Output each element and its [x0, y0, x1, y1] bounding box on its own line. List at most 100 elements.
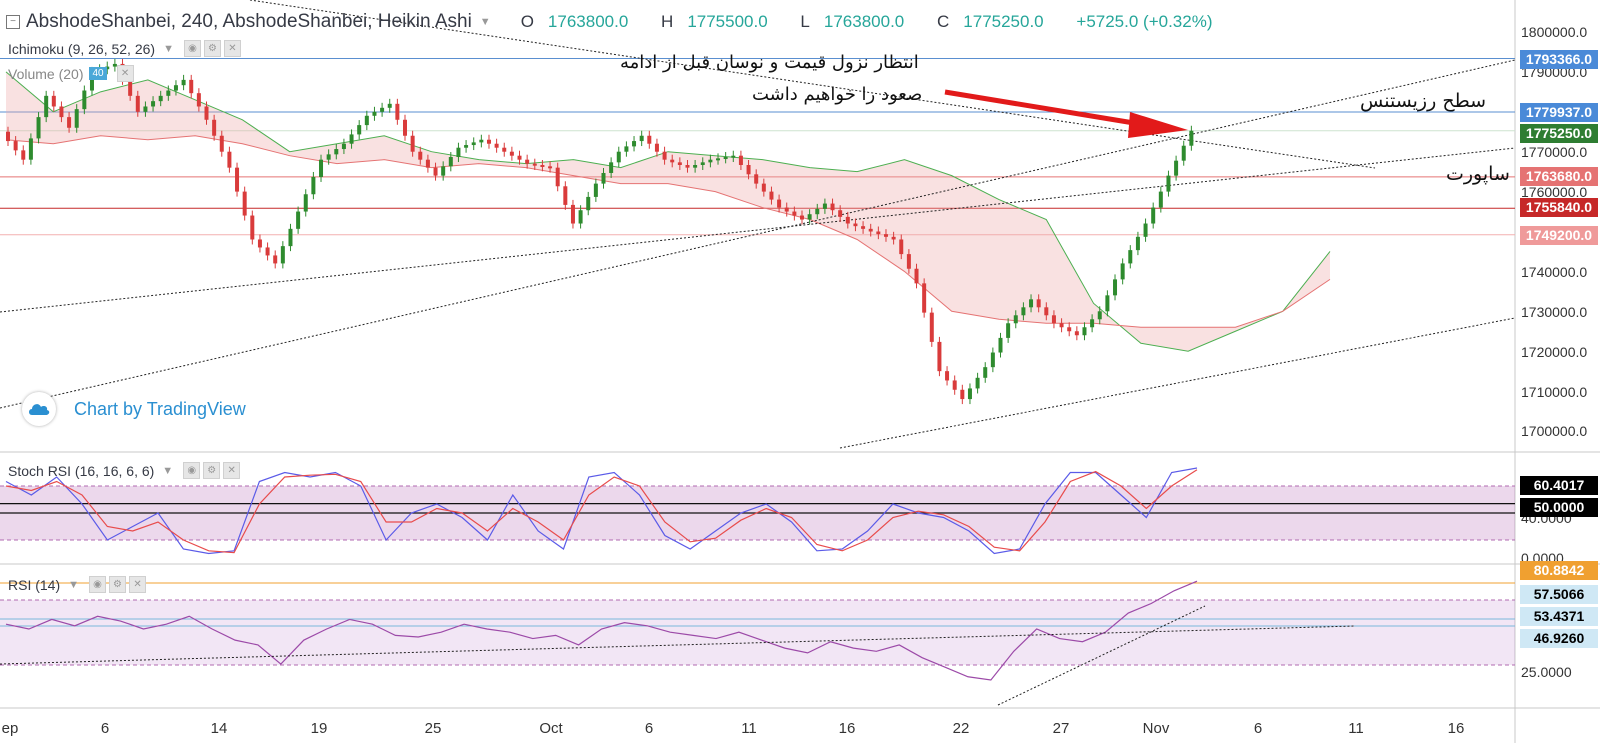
chevron-down-icon[interactable]: ▼: [162, 464, 174, 477]
chart-title[interactable]: AbshodeShanbei, 240, AbshodeShanbei, Hei…: [26, 11, 472, 32]
oscillator-tag: 80.8842: [1520, 561, 1598, 580]
watermark-text: Chart by TradingView: [74, 398, 246, 419]
candle: [204, 106, 209, 120]
candle: [1067, 327, 1072, 332]
y-tick-label: 1770000.0: [1521, 144, 1587, 160]
candle: [1097, 311, 1102, 320]
candle: [998, 337, 1003, 353]
candle: [632, 141, 637, 147]
annotation-support[interactable]: ساپورت: [1446, 163, 1510, 185]
close-icon[interactable]: ✕: [129, 576, 147, 593]
candle: [21, 150, 26, 160]
candle: [1021, 307, 1026, 316]
candle: [906, 254, 911, 269]
oscillator-tag: 60.4017: [1520, 476, 1598, 495]
candle: [372, 111, 377, 116]
candle: [952, 380, 957, 390]
gear-icon[interactable]: ⚙: [109, 576, 127, 593]
y-tick-label: 1740000.0: [1521, 264, 1587, 280]
price-tag: 1775250.0: [1520, 124, 1598, 143]
candle: [1151, 207, 1156, 224]
open-value: 1763800.0: [547, 12, 629, 31]
candle: [227, 151, 232, 168]
close-icon[interactable]: ✕: [116, 65, 134, 82]
eye-icon[interactable]: ◉: [89, 576, 107, 593]
candle: [425, 159, 430, 168]
gear-icon[interactable]: ⚙: [203, 462, 221, 479]
candle: [700, 162, 705, 165]
candle: [960, 389, 965, 400]
x-tick-label: 19: [311, 720, 328, 737]
candle: [1051, 315, 1056, 324]
gear-icon[interactable]: ⚙: [203, 40, 221, 57]
close-icon[interactable]: ✕: [223, 462, 241, 479]
low-value: 1763800.0: [823, 12, 905, 31]
candle: [677, 162, 682, 165]
candle: [395, 103, 400, 120]
candle: [1135, 236, 1140, 251]
chevron-down-icon[interactable]: ▼: [163, 42, 174, 55]
eye-icon[interactable]: ◉: [183, 462, 201, 479]
candle: [830, 203, 835, 211]
chevron-down-icon[interactable]: ▼: [479, 16, 491, 28]
indicator-label-ichimoku: Ichimoku (9, 26, 52, 26): [8, 40, 156, 57]
collapse-icon[interactable]: −: [6, 15, 20, 29]
candle: [1006, 323, 1011, 338]
candle: [570, 204, 575, 224]
chevron-down-icon[interactable]: ▼: [68, 578, 80, 591]
eye-icon[interactable]: ◉: [183, 40, 201, 57]
candle: [540, 165, 545, 167]
tradingview-watermark[interactable]: Chart by TradingView: [22, 392, 246, 426]
candle: [181, 79, 186, 86]
annotation-note-line2[interactable]: صعود را خواهیم داشت: [752, 84, 923, 105]
candle: [433, 167, 438, 176]
y-tick-label: 1730000.0: [1521, 304, 1587, 320]
high-value: 1775500.0: [687, 12, 768, 31]
x-tick-label: 11: [1348, 720, 1364, 737]
candle: [532, 163, 537, 166]
indicator-stoch-rsi[interactable]: Stoch RSI (16, 16, 6, 6) ▼ ◉ ⚙ ✕: [8, 462, 243, 479]
y-tick-label: 1760000.0: [1521, 184, 1587, 200]
stoch-series-d: [5, 469, 1198, 554]
candle: [212, 119, 217, 136]
indicator-volume[interactable]: Volume (20) 40 ✕: [8, 65, 137, 82]
candle: [861, 226, 866, 229]
candle: [265, 247, 270, 256]
candle: [662, 151, 667, 160]
ichimoku-cloud: [6, 71, 1330, 352]
candle: [922, 283, 927, 313]
close-icon[interactable]: ✕: [223, 40, 241, 57]
candle: [280, 246, 285, 264]
candle: [937, 341, 942, 372]
candle: [135, 95, 140, 112]
candle: [609, 162, 614, 173]
price-tag: 1793366.0: [1520, 50, 1598, 69]
candle: [838, 210, 843, 217]
candle: [876, 231, 881, 235]
candle: [1120, 263, 1125, 280]
candle: [311, 176, 316, 195]
candle: [1143, 223, 1148, 237]
indicator-rsi[interactable]: RSI (14) ▼ ◉ ⚙ ✕: [8, 576, 149, 593]
annotation-resistance[interactable]: سطح رزیستنس: [1360, 90, 1487, 112]
candle: [1044, 307, 1049, 316]
candle: [868, 228, 873, 232]
candle: [555, 167, 560, 187]
indicator-ichimoku[interactable]: Ichimoku (9, 26, 52, 26) ▼ ◉ ⚙ ✕: [8, 40, 244, 57]
candle: [380, 107, 385, 112]
candle: [128, 79, 133, 96]
candle: [341, 143, 346, 150]
price-tag: 1779937.0: [1520, 103, 1598, 122]
candle: [1029, 299, 1034, 308]
candle: [303, 194, 308, 212]
candle: [319, 159, 324, 177]
trendline-down: [249, 0, 1376, 169]
annotation-note-line1[interactable]: انتظار نزول قیمت و نوسان قبل از ادامه: [620, 52, 919, 73]
candle: [693, 165, 698, 168]
x-tick-label: Oct: [539, 720, 563, 737]
candle: [1090, 319, 1095, 328]
chart-header: − AbshodeShanbei, 240, AbshodeShanbei, H…: [6, 9, 1227, 35]
candle: [448, 157, 453, 167]
candle: [616, 151, 621, 163]
